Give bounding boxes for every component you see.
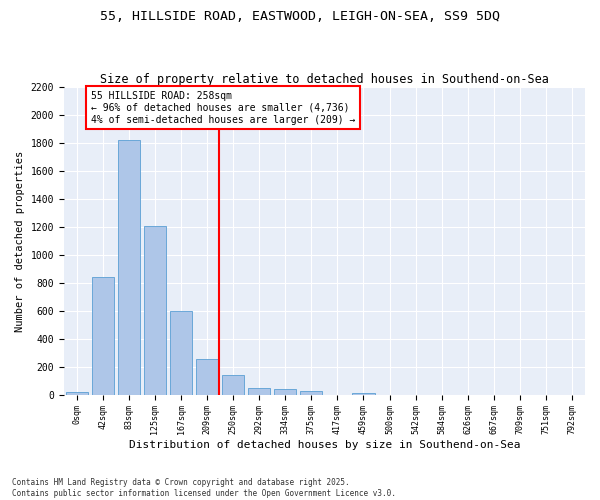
Bar bbox=[248, 388, 271, 394]
Title: Size of property relative to detached houses in Southend-on-Sea: Size of property relative to detached ho… bbox=[100, 73, 549, 86]
Text: Contains HM Land Registry data © Crown copyright and database right 2025.
Contai: Contains HM Land Registry data © Crown c… bbox=[12, 478, 396, 498]
Bar bbox=[222, 375, 244, 394]
Bar bbox=[144, 226, 166, 394]
Bar bbox=[118, 140, 140, 394]
Text: 55 HILLSIDE ROAD: 258sqm
← 96% of detached houses are smaller (4,736)
4% of semi: 55 HILLSIDE ROAD: 258sqm ← 96% of detach… bbox=[91, 92, 356, 124]
Bar bbox=[92, 276, 114, 394]
Bar bbox=[196, 359, 218, 394]
Text: 55, HILLSIDE ROAD, EASTWOOD, LEIGH-ON-SEA, SS9 5DQ: 55, HILLSIDE ROAD, EASTWOOD, LEIGH-ON-SE… bbox=[100, 10, 500, 23]
Bar bbox=[66, 392, 88, 394]
Y-axis label: Number of detached properties: Number of detached properties bbox=[15, 150, 25, 332]
Bar bbox=[274, 390, 296, 394]
Bar bbox=[300, 391, 322, 394]
X-axis label: Distribution of detached houses by size in Southend-on-Sea: Distribution of detached houses by size … bbox=[128, 440, 520, 450]
Bar bbox=[352, 393, 374, 394]
Bar bbox=[170, 311, 192, 394]
